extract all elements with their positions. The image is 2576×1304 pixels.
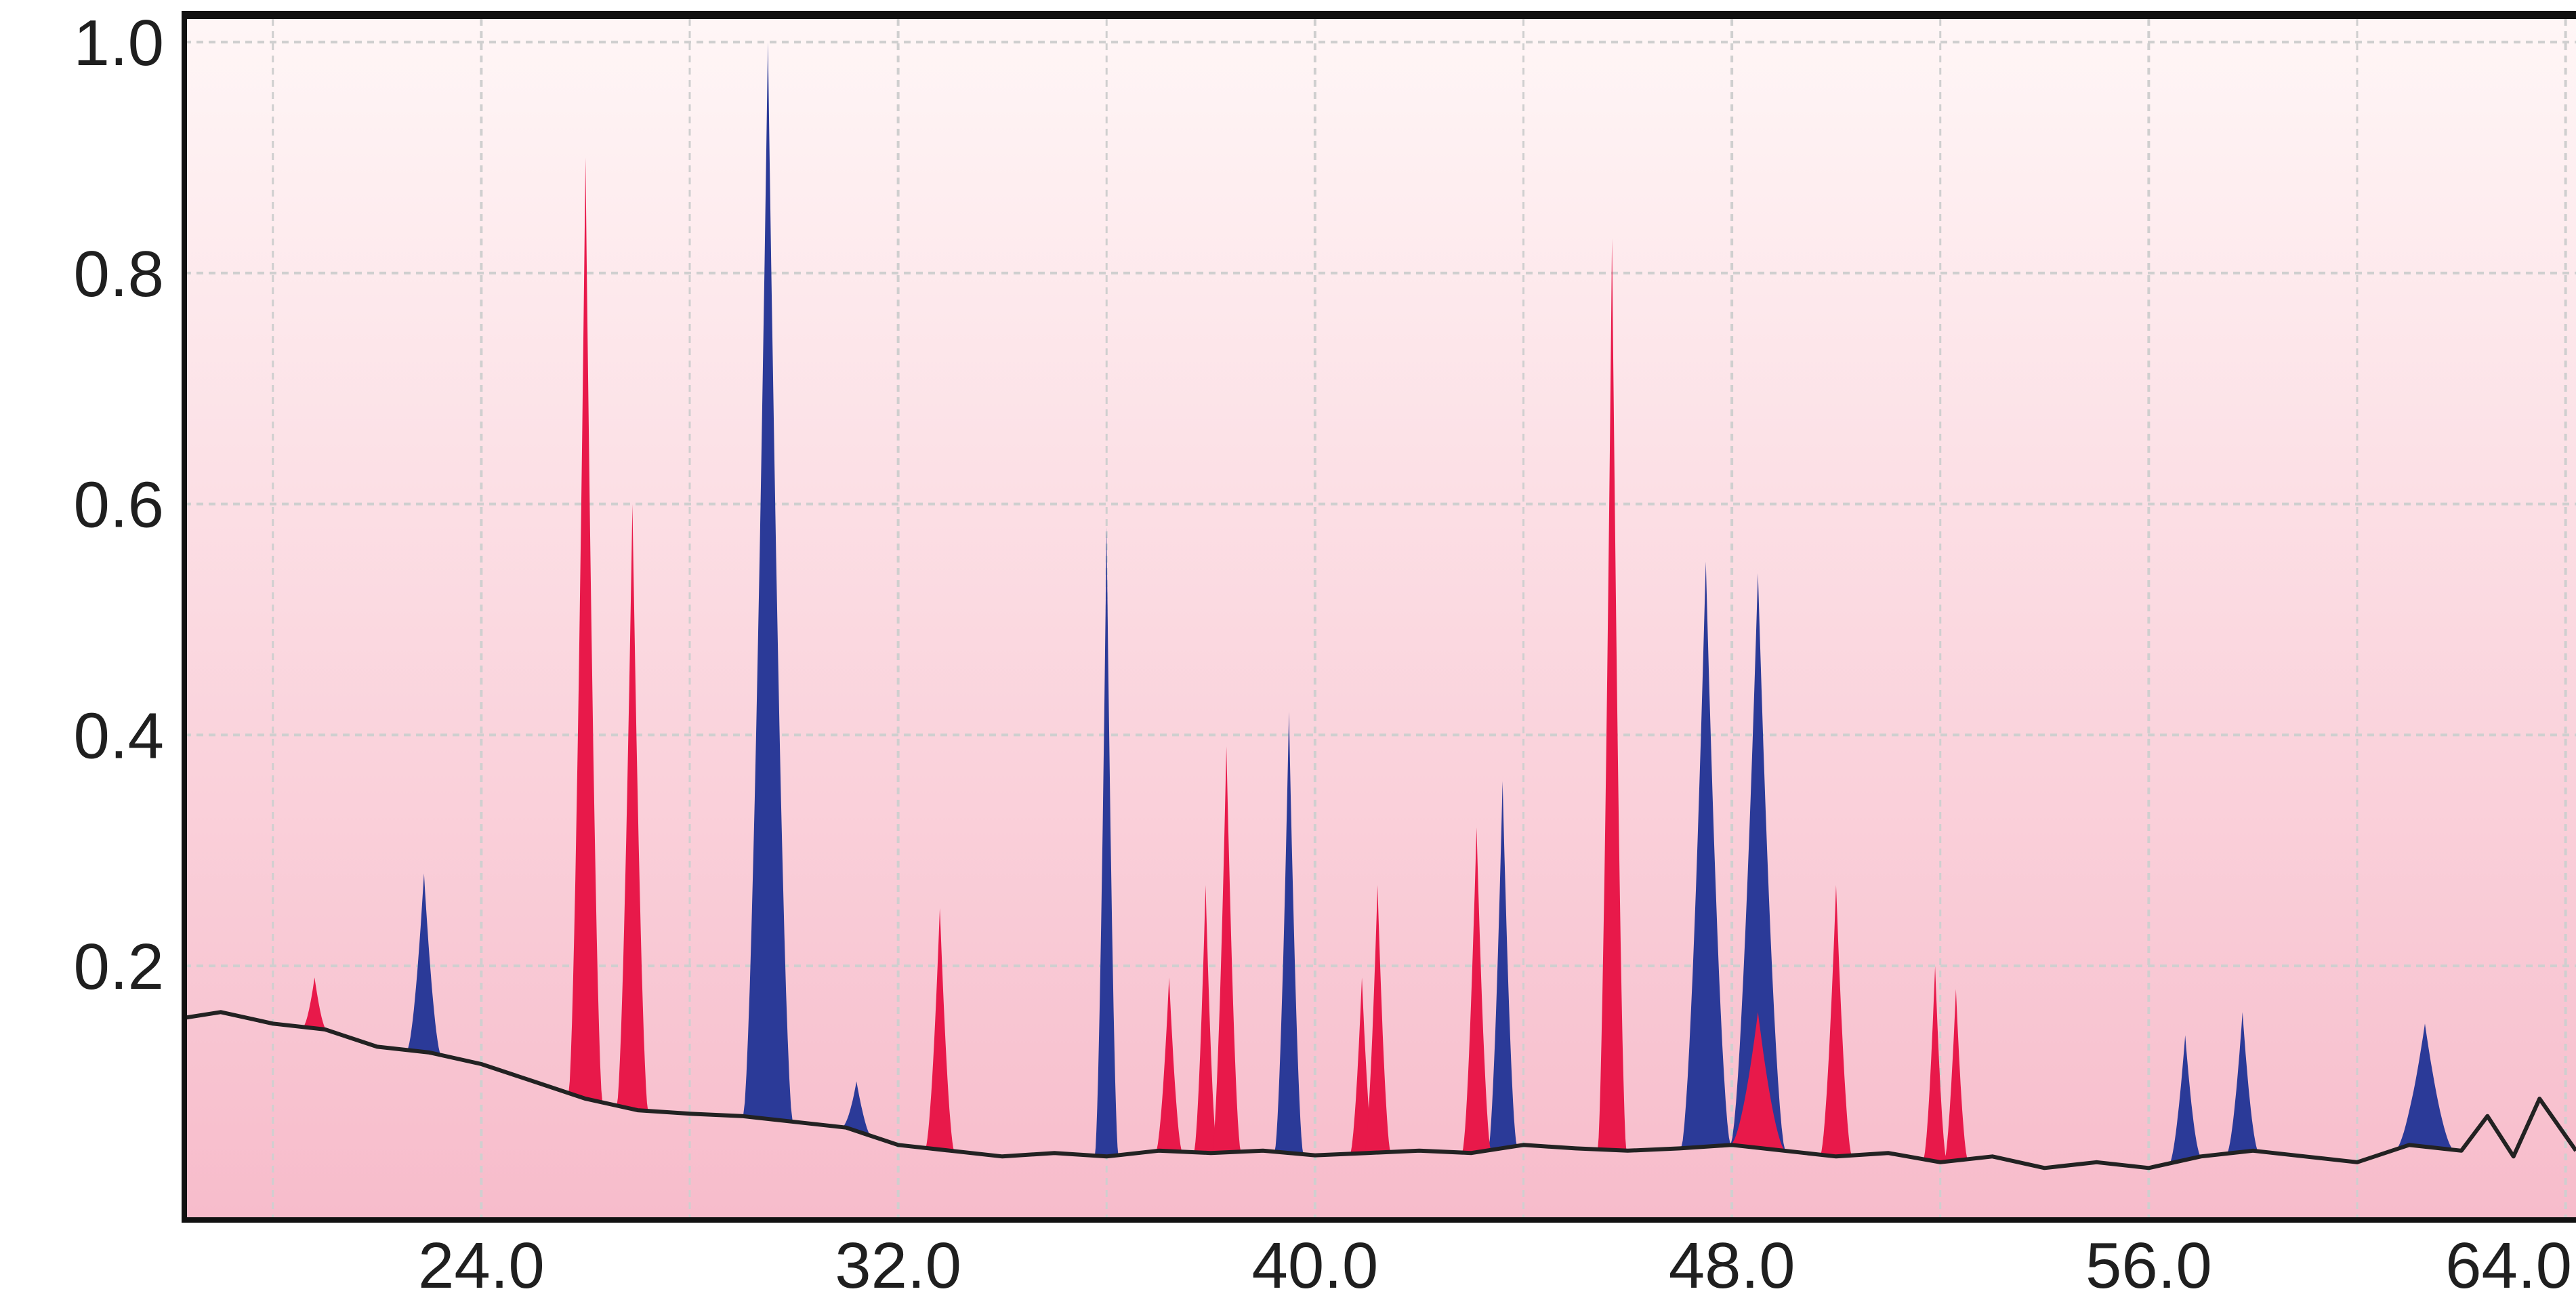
red-peak	[568, 157, 603, 1103]
x-tick-label: 48.0	[1669, 1229, 1795, 1302]
red-peak	[1194, 884, 1218, 1154]
y-tick-label: 0.2	[74, 931, 164, 1003]
blue-peak	[2396, 1023, 2454, 1150]
x-tick-label: 56.0	[2085, 1229, 2212, 1302]
x-tick-label: 24.0	[418, 1229, 545, 1302]
blue-peak	[407, 873, 441, 1055]
y-tick-labels: 0.2 0.4 0.6 0.8 1.0	[74, 7, 164, 1003]
blue-peak	[1730, 573, 1785, 1151]
axes	[182, 11, 2576, 1223]
x-tick-label: 32.0	[835, 1229, 961, 1302]
y-tick-label: 0.4	[74, 699, 164, 772]
blue-peak	[1488, 781, 1517, 1151]
x-tick-labels: 24.0 32.0 40.0 48.0 56.0 64.0	[418, 1229, 2572, 1302]
blue-peak	[2226, 1012, 2258, 1154]
red-peak	[1212, 746, 1241, 1154]
red-peak	[1598, 238, 1627, 1151]
red-peak	[1730, 1012, 1785, 1151]
blue-peak	[743, 42, 793, 1122]
red-series	[303, 157, 1968, 1162]
red-peak	[617, 504, 648, 1112]
blue-series	[407, 42, 2454, 1164]
red-peak	[1156, 977, 1182, 1152]
blue-peak	[1094, 527, 1119, 1157]
y-tick-label: 0.6	[74, 469, 164, 542]
x-tick-label: 40.0	[1251, 1229, 1378, 1302]
red-peak	[1820, 884, 1852, 1157]
baseline-line	[184, 1010, 2576, 1170]
baseline-series	[184, 1010, 2576, 1170]
red-peak	[303, 977, 327, 1030]
blue-peak	[842, 1081, 871, 1136]
red-peak	[926, 908, 955, 1152]
red-peak	[1462, 827, 1491, 1154]
blue-peak	[2169, 1035, 2201, 1164]
y-tick-label: 0.8	[74, 238, 164, 310]
red-peak	[1364, 884, 1391, 1154]
blue-peak	[1274, 712, 1304, 1155]
red-peak	[1923, 966, 1947, 1162]
red-peak	[1350, 977, 1374, 1154]
gridlines	[184, 19, 2576, 1220]
red-peak	[1944, 989, 1968, 1162]
x-tick-label: 64.0	[2445, 1229, 2572, 1302]
blue-peak	[1681, 561, 1731, 1149]
y-tick-label: 1.0	[74, 7, 164, 79]
